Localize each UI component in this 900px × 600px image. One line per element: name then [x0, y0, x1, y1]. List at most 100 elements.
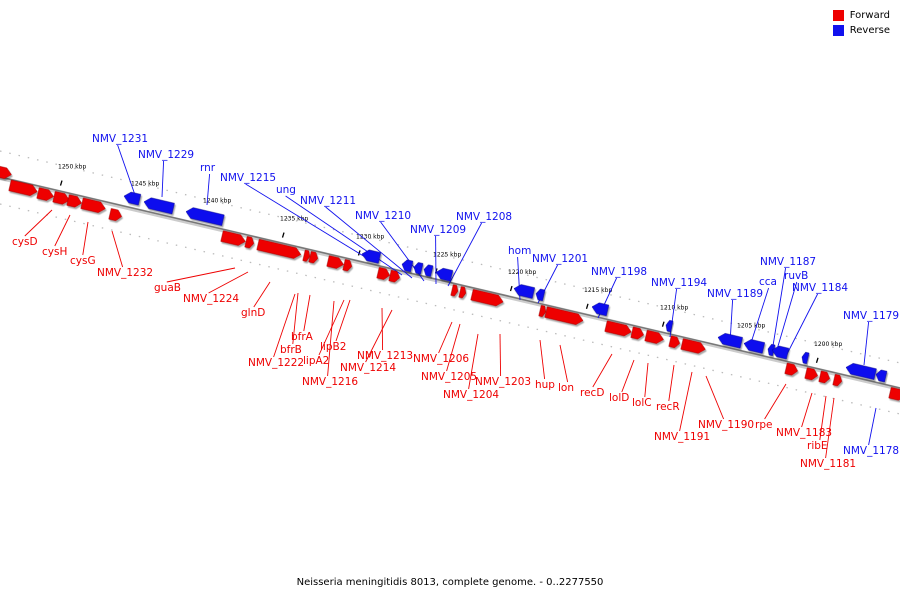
gene-label-nmv-1209[interactable]: NMV_1209	[410, 224, 466, 236]
forward-gene-arrow[interactable]	[630, 326, 645, 340]
gene-label-nmv-1184[interactable]: NMV_1184	[792, 282, 848, 294]
gene-label-nmv-1210[interactable]: NMV_1210	[355, 210, 411, 222]
forward-gene-arrow[interactable]	[818, 370, 831, 384]
forward-gene-arrow[interactable]	[342, 258, 353, 272]
gene-label-cysd[interactable]: cysD	[12, 236, 38, 248]
forward-gene-arrow[interactable]	[804, 367, 819, 381]
forward-gene-arrow[interactable]	[668, 335, 681, 349]
gene-label-glnd[interactable]: glnD	[241, 307, 265, 319]
gene-label-nmv-1179[interactable]: NMV_1179	[843, 310, 899, 322]
reverse-gene-arrow[interactable]	[123, 191, 142, 206]
reverse-gene-arrow[interactable]	[413, 262, 424, 275]
gene-label-nmv-1194[interactable]: NMV_1194	[651, 277, 707, 289]
forward-gene-arrow[interactable]	[256, 238, 302, 260]
gene-label-rpe[interactable]: rpe	[755, 419, 772, 431]
forward-gene-arrow[interactable]	[888, 387, 900, 401]
gene-label-nmv-1205[interactable]: NMV_1205	[421, 371, 477, 383]
gene-label-nmv-1214[interactable]: NMV_1214	[340, 362, 396, 374]
forward-gene-arrow[interactable]	[326, 255, 345, 270]
reverse-gene-arrow[interactable]	[361, 249, 382, 264]
gene-label-nmv-1232[interactable]: NMV_1232	[97, 267, 153, 279]
gene-label-cysh[interactable]: cysH	[42, 246, 67, 258]
reverse-gene-arrow[interactable]	[535, 288, 546, 302]
reverse-gene-arrow[interactable]	[185, 206, 225, 226]
reverse-gene-arrow[interactable]	[435, 267, 454, 282]
gene-label-nmv-1190[interactable]: NMV_1190	[698, 419, 754, 431]
forward-gene-arrow[interactable]	[832, 373, 843, 387]
forward-gene-arrow[interactable]	[108, 208, 123, 222]
reverse-gene-arrow[interactable]	[743, 338, 766, 354]
gene-label-nmv-1206[interactable]: NMV_1206	[413, 353, 469, 365]
reverse-gene-arrow[interactable]	[513, 283, 536, 299]
forward-gene-arrow[interactable]	[544, 306, 585, 326]
forward-gene-arrow[interactable]	[36, 187, 55, 202]
forward-gene-arrow[interactable]	[458, 286, 467, 299]
gene-label-ruvb[interactable]: ruvB	[784, 270, 808, 282]
gene-label-bfra[interactable]: bfrA	[291, 331, 314, 343]
gene-label-lon[interactable]: lon	[558, 382, 574, 394]
gene-label-nmv-1231[interactable]: NMV_1231	[92, 133, 148, 145]
forward-gene-arrow[interactable]	[644, 329, 665, 345]
gene-label-nmv-1213[interactable]: NMV_1213	[357, 350, 413, 362]
forward-gene-arrow[interactable]	[604, 320, 633, 338]
forward-gene-arrow[interactable]	[244, 236, 255, 249]
forward-gene-arrow[interactable]	[52, 191, 71, 205]
reverse-gene-arrow[interactable]	[875, 369, 888, 383]
gene-label-ribe[interactable]: ribE	[807, 440, 828, 452]
forward-gene-arrow[interactable]	[66, 194, 83, 209]
gene-label-nmv-1229[interactable]: NMV_1229	[138, 149, 194, 161]
forward-gene-arrow[interactable]	[308, 251, 319, 264]
forward-gene-arrow[interactable]	[680, 338, 707, 355]
forward-gene-arrow[interactable]	[220, 230, 247, 247]
gene-label-nmv-1216[interactable]: NMV_1216	[302, 376, 358, 388]
reverse-gene-arrow[interactable]	[717, 332, 743, 349]
gene-label-hom[interactable]: hom	[508, 245, 531, 257]
reverse-gene-arrow[interactable]	[801, 351, 810, 365]
gene-label-nmv-1224[interactable]: NMV_1224	[183, 293, 239, 305]
gene-label-nmv-1183[interactable]: NMV_1183	[776, 427, 832, 439]
forward-gene-arrow[interactable]	[784, 362, 799, 376]
forward-gene-arrow[interactable]	[8, 179, 39, 197]
forward-gene-arrow[interactable]	[302, 249, 311, 262]
reverse-gene-arrow[interactable]	[591, 301, 610, 317]
gene-label-nmv-1198[interactable]: NMV_1198	[591, 266, 647, 278]
forward-gene-arrow[interactable]	[538, 304, 547, 318]
reverse-gene-arrow[interactable]	[771, 345, 790, 360]
reverse-gene-arrow[interactable]	[401, 259, 414, 273]
gene-label-nmv-1208[interactable]: NMV_1208	[456, 211, 512, 223]
gene-label-ung[interactable]: ung	[276, 184, 296, 196]
gene-label-nmv-1215[interactable]: NMV_1215	[220, 172, 276, 184]
gene-label-nmv-1191[interactable]: NMV_1191	[654, 431, 710, 443]
gene-label-nmv-1187[interactable]: NMV_1187	[760, 256, 816, 268]
gene-label-nmv-1181[interactable]: NMV_1181	[800, 458, 856, 470]
gene-label-nmv-1222[interactable]: NMV_1222	[248, 357, 304, 369]
gene-label-hup[interactable]: hup	[535, 379, 555, 391]
gene-label-nmv-1204[interactable]: NMV_1204	[443, 389, 499, 401]
gene-label-nmv-1178[interactable]: NMV_1178	[843, 445, 899, 457]
gene-label-guab[interactable]: guaB	[154, 282, 181, 294]
gene-label-recd[interactable]: recD	[580, 387, 604, 399]
forward-gene-arrow[interactable]	[388, 269, 401, 283]
gene-label-nmv-1201[interactable]: NMV_1201	[532, 253, 588, 265]
gene-label-nmv-1189[interactable]: NMV_1189	[707, 288, 763, 300]
forward-gene-arrow[interactable]	[80, 197, 107, 214]
gene-label-lipb2[interactable]: lipB2	[320, 341, 346, 353]
gene-label-lold[interactable]: lolD	[609, 392, 629, 404]
reverse-gene-arrow[interactable]	[143, 196, 175, 215]
forward-gene-arrow[interactable]	[450, 284, 459, 297]
gene-label-cysg[interactable]: cysG	[70, 255, 96, 267]
gene-label-nmv-1211[interactable]: NMV_1211	[300, 195, 356, 207]
reverse-gene-arrow[interactable]	[845, 362, 877, 380]
gene-label-lipa2[interactable]: lipA2	[303, 355, 329, 367]
forward-gene-arrow[interactable]	[376, 266, 391, 280]
gene-label-nmv-1203[interactable]: NMV_1203	[475, 376, 531, 388]
gene-label-bfrb[interactable]: bfrB	[280, 344, 302, 356]
reverse-gene-arrow[interactable]	[665, 320, 674, 333]
gene-label-cca[interactable]: cca	[759, 276, 777, 288]
gene-label-lolc[interactable]: lolC	[632, 397, 652, 409]
gene-label-recr[interactable]: recR	[656, 401, 680, 413]
reverse-gene-arrow[interactable]	[767, 343, 776, 357]
forward-gene-arrow[interactable]	[470, 289, 505, 307]
forward-gene-arrow[interactable]	[0, 164, 13, 180]
reverse-gene-arrow[interactable]	[423, 264, 434, 277]
